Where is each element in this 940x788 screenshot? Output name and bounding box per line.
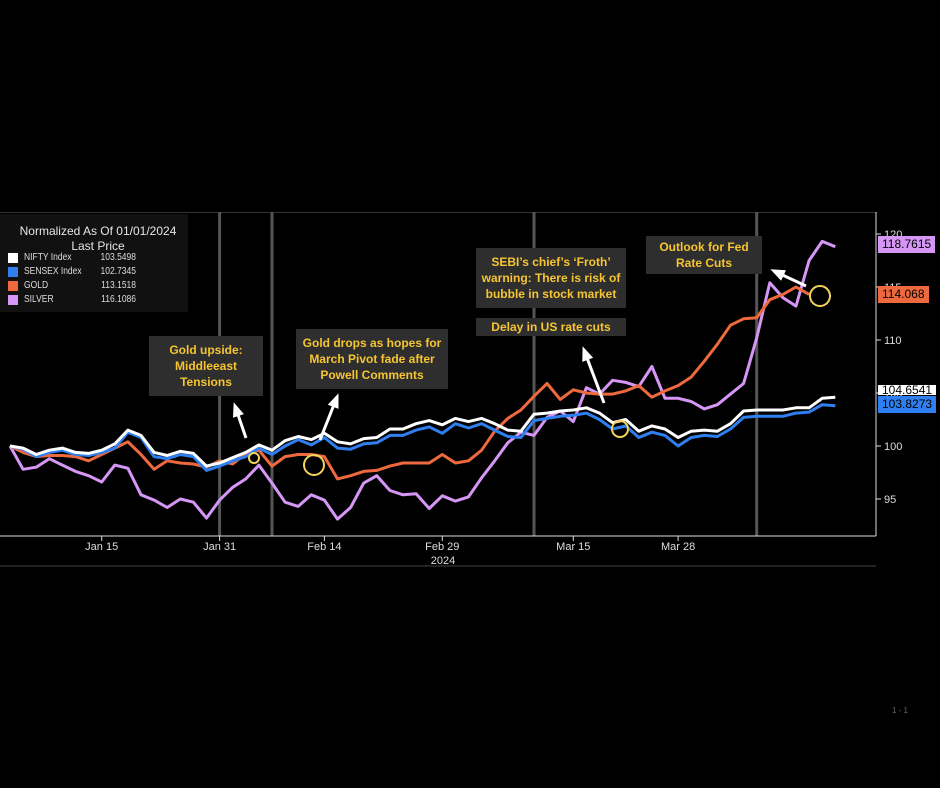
- arrow-head: [233, 402, 244, 418]
- arrow-head: [582, 346, 594, 362]
- y-tick-label: 110: [884, 335, 902, 347]
- price-tag-sensex: 103.8273: [878, 396, 937, 413]
- legend-swatch: [8, 294, 18, 305]
- legend-value: 103.5498: [100, 252, 136, 263]
- legend-value: 102.7345: [100, 266, 136, 277]
- annotation-gold-drops: Gold drops as hopes for March Pivot fade…: [296, 329, 448, 389]
- arrow-head: [327, 393, 339, 409]
- event-circle-marker: [611, 420, 629, 438]
- arrow-head: [770, 269, 786, 281]
- legend-title-line2: Last Price: [71, 239, 125, 253]
- event-circle-marker: [809, 285, 831, 307]
- x-tick-label: Feb 29: [425, 541, 459, 553]
- price-tag-silver: 118.7615: [878, 236, 936, 253]
- legend-swatch: [8, 280, 18, 291]
- price-tag-gold: 114.068: [878, 286, 929, 303]
- arrows: [233, 269, 807, 441]
- legend-title: Normalized As Of 01/01/2024 Last Price: [12, 224, 184, 254]
- series-layer: [8, 239, 836, 521]
- series-line-nifty-index: [9, 395, 836, 468]
- annotation-sebi-warning: SEBI’s chief’s ‘Froth’ warning: There is…: [476, 248, 626, 308]
- legend-item-silver: SILVER 116.1086: [8, 293, 136, 306]
- x-axis-label: 2024: [431, 555, 455, 567]
- y-tick-label: 95: [884, 494, 896, 506]
- x-axis: Jan 15 Jan 31 Feb 14 Feb 29 Mar 15 Mar 28 2024: [0, 535, 876, 567]
- legend-value: 113.1518: [101, 280, 136, 291]
- event-circle-marker: [248, 452, 260, 464]
- annotation-gold-upside: Gold upside: Middleeast Tensions: [149, 336, 263, 396]
- legend-swatch: [8, 252, 18, 263]
- annotation-rate-cut-delay: Delay in US rate cuts: [476, 318, 626, 336]
- x-tick-label: Mar 28: [661, 541, 695, 553]
- legend-swatch: [8, 266, 18, 277]
- legend-item-sensex: SENSEX Index 102.7345: [8, 265, 136, 278]
- page-indicator: 1 - 1: [891, 706, 908, 715]
- y-tick-label: 100: [884, 441, 902, 453]
- x-tick-label: Jan 31: [203, 541, 236, 553]
- markers: [248, 285, 831, 476]
- series-line-sensex-index: [9, 403, 836, 472]
- legend-title-line1: Normalized As Of 01/01/2024: [19, 224, 177, 238]
- legend-name: GOLD: [24, 280, 49, 291]
- legend-item-nifty: NIFTY Index 103.5498: [8, 251, 136, 264]
- legend-item-gold: GOLD 113.1518: [8, 279, 136, 292]
- legend-value: 116.1086: [101, 294, 136, 305]
- event-circle-marker: [303, 454, 325, 476]
- chart-frame-top: [0, 212, 876, 213]
- legend-name: SENSEX Index: [24, 266, 82, 277]
- x-tick-label: Mar 15: [556, 541, 590, 553]
- legend: [0, 214, 188, 312]
- legend-name: NIFTY Index: [24, 252, 72, 263]
- x-tick-label: Jan 15: [85, 541, 118, 553]
- x-tick-label: Feb 14: [307, 541, 341, 553]
- annotation-fed-outlook: Outlook for Fed Rate Cuts: [646, 236, 762, 274]
- price-tag-nifty: 104.6541: [878, 385, 937, 395]
- series-line-gold: [9, 285, 810, 481]
- series-line-silver: [8, 239, 836, 521]
- legend-name: SILVER: [24, 294, 54, 305]
- y-axis: 95100105110115120: [875, 212, 902, 536]
